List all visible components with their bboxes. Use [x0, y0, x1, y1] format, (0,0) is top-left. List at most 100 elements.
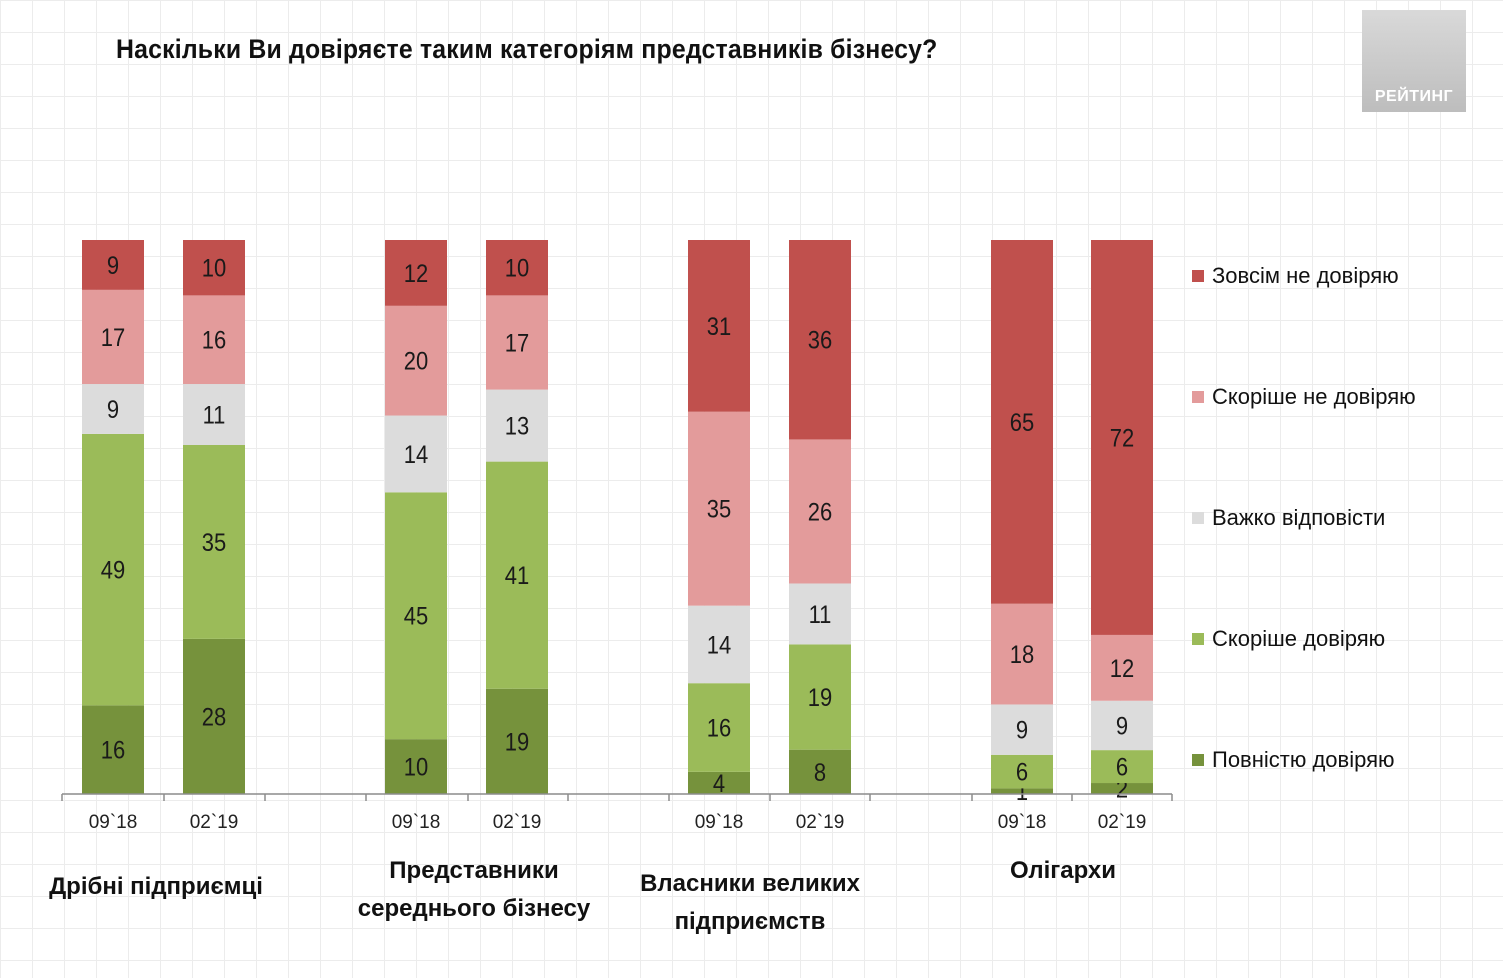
group-label-line: Власники великих	[640, 870, 860, 897]
data-label: 8	[814, 759, 826, 787]
chart-title: Наскільки Ви довіряєте таким категоріям …	[116, 34, 938, 64]
x-tick-label: 09`18	[89, 812, 138, 833]
group-label: Дрібні підприємці	[0, 868, 316, 906]
x-tick-label: 09`18	[998, 812, 1047, 833]
legend-item: Повністю довіряю	[1192, 746, 1395, 773]
rating-logo: РЕЙТИНГ	[1362, 10, 1466, 112]
data-label: 6	[1116, 753, 1128, 781]
group-label: Представники середнього бізнесу	[314, 852, 634, 928]
bar-segment	[991, 754, 1053, 789]
bar-segment	[183, 638, 245, 794]
bar-segment	[688, 683, 750, 772]
bar-segment	[789, 644, 851, 750]
x-tick-label: 09`18	[695, 812, 744, 833]
bar-segment	[789, 439, 851, 584]
data-label: 11	[203, 401, 226, 429]
data-label: 17	[101, 324, 125, 352]
data-label: 4	[713, 770, 725, 798]
x-tick-label: 02`19	[493, 812, 542, 833]
x-tick-label: 02`19	[190, 812, 239, 833]
data-label: 12	[1110, 655, 1134, 683]
legend-swatch	[1192, 754, 1204, 767]
data-label: 41	[505, 562, 529, 590]
bar-segment	[1091, 783, 1153, 794]
bar-segment	[82, 240, 144, 290]
data-label: 10	[202, 254, 226, 282]
legend-label: Важко відповісти	[1212, 505, 1386, 531]
data-label: 16	[101, 736, 125, 764]
data-label: 16	[707, 714, 731, 742]
group-label: Олігархи	[903, 852, 1223, 890]
bar-segment	[789, 240, 851, 440]
bar-segment	[486, 688, 548, 794]
data-label: 12	[404, 260, 428, 288]
legend-item: Важко відповісти	[1192, 504, 1385, 531]
legend-swatch	[1192, 633, 1204, 646]
bar-segment	[82, 289, 144, 385]
data-label: 18	[1010, 641, 1034, 669]
data-label: 14	[404, 441, 428, 469]
bar-segment	[82, 384, 144, 434]
bar-segment	[486, 461, 548, 689]
bar-segment	[183, 295, 245, 385]
bar-segment	[789, 583, 851, 645]
legend-item: Зовсім не довіряю	[1192, 262, 1399, 289]
legend-label: Скоріше не довіряю	[1212, 384, 1416, 410]
legend-swatch	[1192, 270, 1204, 283]
bar-segment	[1091, 634, 1153, 701]
group-label-line: підприємств	[674, 908, 826, 935]
data-label: 10	[505, 254, 529, 282]
data-label: 17	[505, 329, 529, 357]
bar-segment	[688, 240, 750, 412]
bar-segment	[385, 492, 447, 740]
bar-segment	[385, 415, 447, 493]
bar-segment	[486, 295, 548, 390]
bar-segment	[385, 305, 447, 416]
data-label: 10	[404, 753, 428, 781]
bar-segment	[486, 240, 548, 296]
data-label: 9	[107, 252, 119, 280]
data-label: 19	[808, 684, 832, 712]
data-label: 20	[404, 347, 428, 375]
bar-segment	[183, 444, 245, 639]
group-label: Власники великих підприємств	[590, 865, 910, 941]
bar-segment	[82, 705, 144, 794]
bar-segment	[688, 411, 750, 606]
data-label: 36	[808, 326, 832, 354]
data-label: 45	[404, 602, 428, 630]
legend-swatch	[1192, 391, 1204, 404]
data-label: 9	[107, 396, 119, 424]
legend-item: Скоріше не довіряю	[1192, 383, 1416, 410]
bar-segment	[385, 739, 447, 794]
bar-segment	[991, 240, 1053, 604]
data-label: 65	[1010, 409, 1034, 437]
bar-segment	[486, 389, 548, 462]
bar-segment	[991, 788, 1053, 794]
data-label: 19	[505, 728, 529, 756]
bar-segment	[385, 240, 447, 306]
data-label: 6	[1016, 758, 1028, 786]
data-label: 11	[809, 601, 832, 629]
x-tick-label: 09`18	[392, 812, 441, 833]
data-label: 14	[707, 631, 731, 659]
data-label: 13	[505, 412, 529, 440]
legend-swatch	[1192, 512, 1204, 525]
group-label-line: середнього бізнесу	[357, 895, 591, 922]
data-label: 31	[707, 313, 731, 341]
group-label-line: Олігархи	[1009, 857, 1117, 884]
bar-segment	[1091, 700, 1153, 751]
bar-segment	[991, 603, 1053, 705]
data-label: 16	[202, 326, 226, 354]
bar-segment	[688, 605, 750, 684]
group-label-line: Представники	[389, 857, 559, 884]
data-label: 9	[1016, 716, 1028, 744]
bar-segment	[991, 704, 1053, 755]
data-label: 35	[202, 529, 226, 557]
data-label: 9	[1116, 712, 1128, 740]
bar-segment	[183, 240, 245, 296]
logo-text: РЕЙТИНГ	[1374, 88, 1454, 105]
bar-segment	[688, 771, 750, 794]
bar-segment	[183, 384, 245, 445]
bar-segment	[789, 749, 851, 794]
